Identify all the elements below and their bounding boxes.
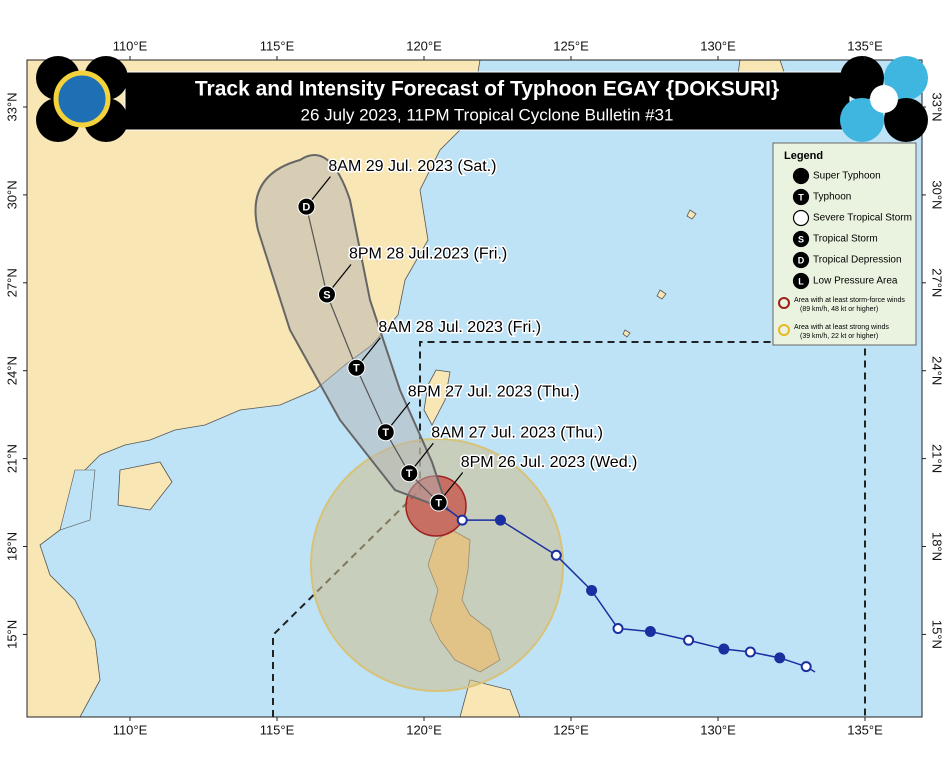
forecast-cone [254,154,450,512]
past-track-point [612,623,624,635]
gulf [59,469,96,531]
forecast-label: 8PM 27 Jul. 2023 (Thu.) [408,383,580,400]
lat-tick-label: 30°N [4,180,19,209]
lon-tick-label: 130°E [700,722,736,737]
hainan [117,461,173,511]
ryukyu-islands [622,209,697,338]
legend-label: Severe Tropical Storm [813,213,912,224]
forecast-label: 8AM 27 Jul. 2023 (Thu.) [431,424,603,441]
legend-icon [792,251,810,269]
past-track-point [800,661,812,673]
legend-label: Low Pressure Area [813,276,898,287]
forecast-label: 8PM 26 Jul. 2023 (Wed.) [461,454,638,471]
legend-icon [792,209,810,227]
lon-tick-label: 135°E [847,38,883,53]
lat-tick-label: 21°N [4,444,19,473]
lon-tick-label: 115°E [260,38,295,53]
past-track-point [550,549,562,561]
mainland [27,60,481,717]
forecast-point [317,285,336,304]
lon-tick-label: 110°E [113,38,148,53]
legend-label: Tropical Depression [813,255,902,266]
past-track-point [718,643,730,655]
forecast-label: 8AM 29 Jul. 2023 (Sat.) [328,158,496,175]
lon-tick-label: 120°E [406,722,442,737]
lat-tick-label: 30°N [930,180,945,209]
past-track-point [456,514,468,526]
lat-tick-label: 15°N [4,620,19,649]
lon-tick-label: 115°E [260,722,295,737]
legend-area-label: Area with at least strong winds [794,324,889,331]
legend-area-label: Area with at least storm-force winds [794,297,905,304]
forecast-symbol: D [302,202,310,214]
forecast-point [297,197,316,216]
par-boundary [272,341,866,717]
legend-icon [792,230,810,248]
subtitle: 26 July 2023, 11PM Tropical Cyclone Bull… [301,105,674,124]
forecast-symbol: T [435,497,442,509]
lat-tick-label: 27°N [930,268,945,297]
past-track-point [744,646,756,658]
forecast-symbol: T [406,468,413,480]
legend-label: Typhoon [813,192,851,203]
forecast-point [347,358,366,377]
lat-tick-label: 27°N [4,268,19,297]
dost-logo [840,56,928,142]
forecast-label: 8PM 28 Jul.2023 (Fri.) [349,246,507,263]
legend-area-icon [778,297,790,309]
lat-tick-label: 33°N [4,92,19,121]
forecast-point [400,464,419,483]
legend-area-detail: (89 km/h, 48 kt or higher) [800,306,878,313]
legend: Legend Super Typhoon T Typhoon Severe Tropi… [772,142,917,346]
map-frame [26,59,923,718]
lat-tick-label: 15°N [930,620,945,649]
lat-tick-label: 24°N [4,356,19,385]
lat-tick-label: 24°N [930,356,945,385]
strong-wind-area [310,438,564,692]
legend-symbol: L [798,276,804,286]
taiwan [423,369,451,426]
legend-symbol: T [798,192,804,202]
forecast-point [376,423,395,442]
legend-area-icon [778,324,790,336]
past-track-point [774,652,786,664]
legend-label: Super Typhoon [813,171,881,182]
legend-symbol: S [798,234,804,244]
legend-label: Tropical Storm [813,234,878,245]
legend-icon [792,167,810,185]
title: Track and Intensity Forecast of Typhoon … [195,78,779,101]
legend-icon [792,272,810,290]
lat-tick-label: 21°N [930,444,945,473]
lat-tick-label: 33°N [930,92,945,121]
lat-tick-label: 18°N [4,532,19,561]
past-track-point [683,634,695,646]
lon-tick-label: 125°E [553,722,589,737]
past-track-point [494,514,506,526]
past-track-point [586,584,598,596]
forecast-label: 8AM 28 Jul. 2023 (Fri.) [378,319,541,336]
past-track-point [644,625,656,637]
legend-symbol: D [798,255,805,265]
visayas [459,679,521,717]
lon-tick-label: 120°E [406,38,442,53]
pagasa-logo [36,56,128,142]
lat-tick-label: 18°N [930,532,945,561]
lon-tick-label: 130°E [700,38,736,53]
title-box [124,71,851,131]
forecast-symbol: T [353,363,360,375]
forecast-symbol: T [382,427,389,439]
legend-title: Legend [784,150,823,162]
forecast-symbol: S [323,289,330,301]
lon-tick-label: 110°E [113,722,148,737]
lon-tick-label: 125°E [553,38,589,53]
legend-icon [792,188,810,206]
legend-area-detail: (39 km/h, 22 kt or higher) [800,333,878,340]
lon-tick-label: 135°E [847,722,883,737]
forecast-point [429,493,448,512]
